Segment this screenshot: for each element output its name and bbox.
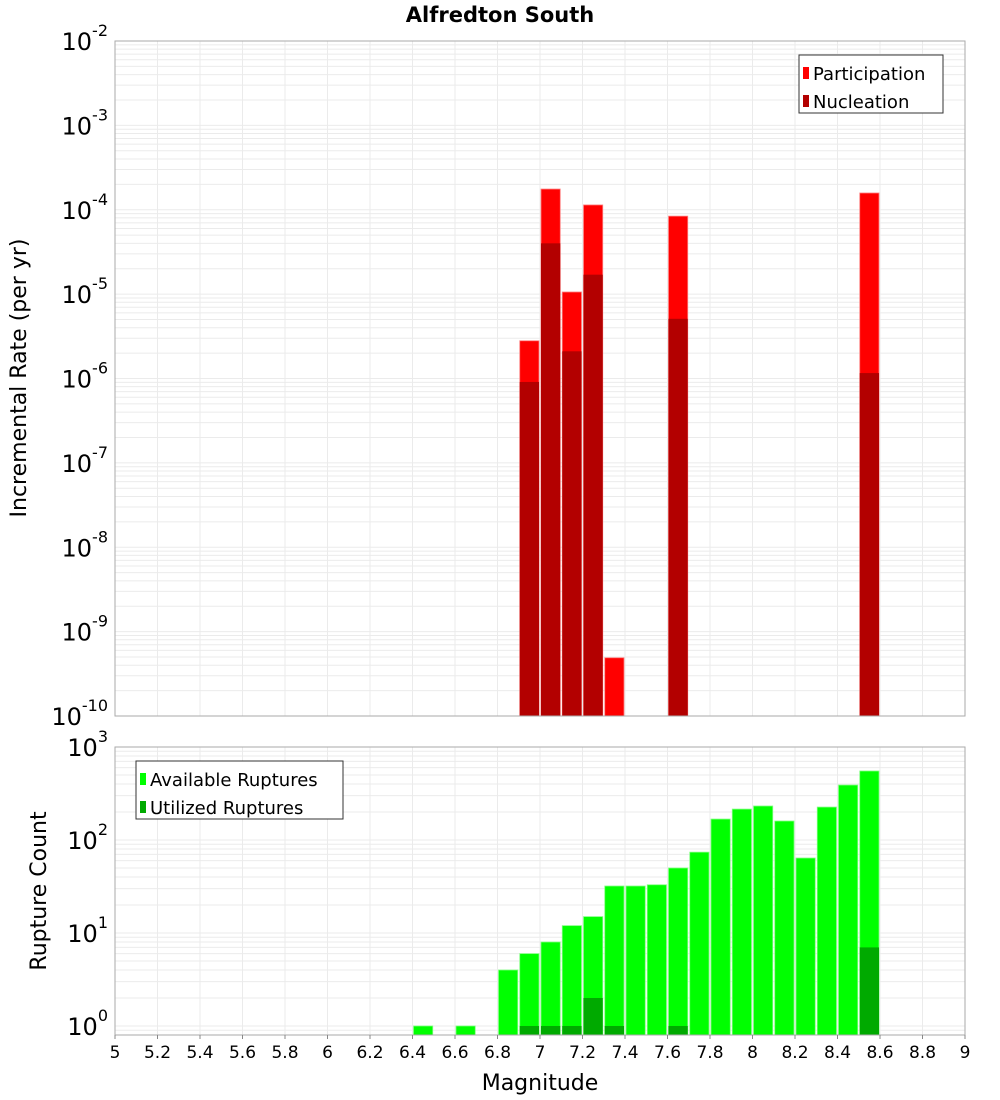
x-tick-label: 7.6 xyxy=(654,1043,681,1063)
bar-available-ruptures xyxy=(604,885,625,1036)
x-tick-label: 6.8 xyxy=(484,1043,511,1063)
bar-available-ruptures xyxy=(498,969,519,1036)
bar-available-ruptures xyxy=(413,1025,434,1036)
x-tick-label: 5.6 xyxy=(229,1043,256,1063)
bottom-plot: 100 101 102 103 5 5.2 5.4 5.6 5.8 6 6.2 6.4 6.6 6.8 7 7… xyxy=(67,727,970,1063)
legend-label: Available Ruptures xyxy=(150,770,318,791)
top-plot: 10-10 10-9 10-8 10-7 10-6 10-5 10-4 10-3 10-2 Par… xyxy=(51,21,966,731)
bar-nucleation xyxy=(519,381,539,716)
x-tick-label: 8.2 xyxy=(781,1043,808,1063)
legend-swatch xyxy=(803,67,809,79)
bar-available-ruptures xyxy=(625,885,646,1036)
y-tick-label: 102 xyxy=(67,820,108,855)
y-tick-label: 10-6 xyxy=(62,359,109,394)
bar-utilized-ruptures xyxy=(541,1025,561,1035)
legend: Available Ruptures Utilized Ruptures xyxy=(135,760,344,820)
bar-nucleation xyxy=(668,318,688,716)
x-tick-label: 5.2 xyxy=(144,1043,171,1063)
x-tick-label: 5 xyxy=(110,1043,121,1063)
bar-available-ruptures xyxy=(689,851,710,1036)
bar-utilized-ruptures xyxy=(583,997,603,1035)
bar-available-ruptures xyxy=(668,867,689,1036)
legend-swatch xyxy=(140,801,146,813)
bar-utilized-ruptures xyxy=(668,1025,688,1035)
y-tick-label: 103 xyxy=(67,727,108,762)
bottom-y-axis-label: Rupture Count xyxy=(27,811,52,971)
x-tick-label: 7.8 xyxy=(696,1043,723,1063)
legend-box xyxy=(135,760,344,820)
top-y-axis-label: Incremental Rate (per yr) xyxy=(7,239,32,518)
bar-nucleation xyxy=(541,243,561,717)
bar-nucleation xyxy=(562,351,582,716)
bar-available-ruptures xyxy=(774,820,795,1036)
bar-available-ruptures xyxy=(519,953,540,1036)
x-tick-label: 6 xyxy=(322,1043,333,1063)
x-tick-label: 7.4 xyxy=(611,1043,638,1063)
y-tick-label: 100 xyxy=(67,1006,108,1041)
x-tick-label: 8.6 xyxy=(866,1043,893,1063)
bar-utilized-ruptures xyxy=(859,947,879,1035)
bar-available-ruptures xyxy=(753,805,774,1036)
y-tick-label: 10-8 xyxy=(62,527,109,562)
bar-available-ruptures xyxy=(561,925,582,1036)
y-tick-label: 10-9 xyxy=(62,612,109,647)
plot-frame xyxy=(114,40,966,717)
x-tick-label: 7 xyxy=(535,1043,546,1063)
chart-title: Alfredton South xyxy=(406,3,594,27)
bar-utilized-ruptures xyxy=(562,1025,582,1035)
legend-label: Participation xyxy=(813,64,925,85)
bar-nucleation xyxy=(859,373,879,716)
y-tick-label: 10-2 xyxy=(62,21,109,56)
x-tick-label: 5.8 xyxy=(271,1043,298,1063)
x-tick-label: 6.4 xyxy=(399,1043,426,1063)
x-axis-label: Magnitude xyxy=(482,1071,599,1096)
legend: Participation Nucleation xyxy=(798,54,944,114)
x-tick-label: 5.4 xyxy=(186,1043,213,1063)
legend-swatch xyxy=(140,773,146,785)
x-tick-label: 6.6 xyxy=(441,1043,468,1063)
bar-available-ruptures xyxy=(731,808,752,1036)
legend-label: Nucleation xyxy=(813,92,909,113)
y-tick-label: 10-4 xyxy=(62,190,109,225)
x-tick-label: 8 xyxy=(747,1043,758,1063)
bar-available-ruptures xyxy=(795,857,816,1036)
y-tick-label: 10-10 xyxy=(51,696,108,731)
y-tick-label: 10-5 xyxy=(62,274,109,309)
x-tick-label: 6.2 xyxy=(356,1043,383,1063)
x-tick-label: 7.2 xyxy=(569,1043,596,1063)
legend-box xyxy=(798,54,944,114)
bar-available-ruptures xyxy=(455,1025,476,1036)
y-tick-label: 10-7 xyxy=(62,443,109,478)
bar-nucleation xyxy=(583,274,603,716)
legend-label: Utilized Ruptures xyxy=(150,798,303,819)
bar-available-ruptures xyxy=(646,884,667,1036)
bar-available-ruptures xyxy=(540,941,561,1036)
bar-available-ruptures xyxy=(838,784,859,1036)
bar-participation xyxy=(604,657,625,717)
bar-utilized-ruptures xyxy=(604,1025,624,1035)
bar-available-ruptures xyxy=(816,806,837,1036)
bar-available-ruptures xyxy=(710,818,731,1036)
y-tick-label: 10-3 xyxy=(62,105,109,140)
bar-utilized-ruptures xyxy=(519,1025,539,1035)
x-tick-label: 8.8 xyxy=(909,1043,936,1063)
x-tick-label: 9 xyxy=(960,1043,971,1063)
x-tick-label: 8.4 xyxy=(824,1043,851,1063)
y-tick-label: 101 xyxy=(67,913,108,948)
legend-swatch xyxy=(803,95,809,107)
